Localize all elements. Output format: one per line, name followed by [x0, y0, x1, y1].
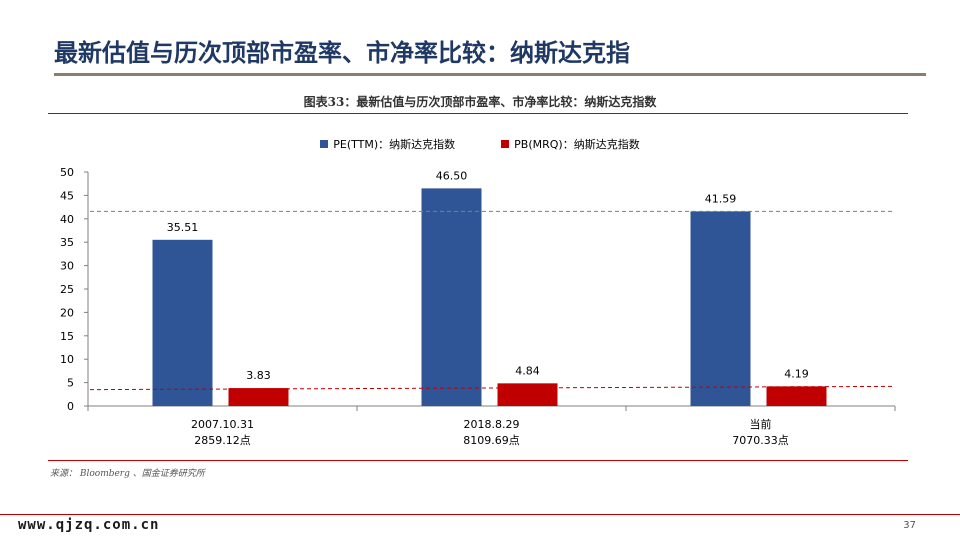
pb-bar	[228, 388, 289, 406]
y-tick-label: 25	[60, 283, 74, 296]
y-tick-label: 50	[60, 166, 74, 179]
pb-bar	[766, 386, 827, 406]
legend-item-pb: PB(MRQ)：纳斯达克指数	[501, 136, 640, 152]
pb-bar	[497, 383, 558, 406]
legend-item-pe: PE(TTM)：纳斯达克指数	[320, 136, 455, 152]
y-tick-label: 5	[67, 377, 74, 390]
x-tick-label: 8109.69点	[463, 434, 520, 447]
legend-swatch-pe	[320, 140, 329, 148]
source-divider	[48, 460, 908, 461]
data-label: 46.50	[436, 169, 468, 182]
x-tick-label: 7070.33点	[732, 434, 789, 447]
data-label: 4.19	[784, 367, 809, 380]
legend-label-pb: PB(MRQ)：纳斯达克指数	[514, 138, 640, 151]
page-number: 37	[903, 520, 916, 531]
legend-label-pe: PE(TTM)：纳斯达克指数	[333, 138, 456, 151]
x-tick-label: 2018.8.29	[464, 418, 520, 431]
pe-bar	[690, 211, 751, 406]
caption-divider	[48, 113, 908, 114]
source-note: 来源： Bloomberg 、国金证券研究所	[50, 469, 205, 479]
x-tick-label: 2007.10.31	[191, 418, 254, 431]
data-label: 3.83	[246, 369, 271, 382]
y-tick-label: 20	[60, 306, 74, 319]
y-tick-label: 30	[60, 260, 74, 273]
pe-bar	[152, 239, 213, 406]
y-tick-label: 35	[60, 236, 74, 249]
y-tick-label: 10	[60, 353, 74, 366]
legend-swatch-pb	[501, 140, 510, 148]
chart-caption: 图表33：最新估值与历次顶部市盈率、市净率比较：纳斯达克指数	[303, 95, 657, 109]
page-title: 最新估值与历次顶部市盈率、市净率比较：纳斯达克指	[54, 39, 630, 67]
data-label: 4.84	[515, 364, 540, 377]
footer-divider	[0, 514, 960, 515]
y-tick-label: 15	[60, 330, 74, 343]
x-tick-label: 当前	[750, 417, 772, 431]
chart-legend: PE(TTM)：纳斯达克指数 PB(MRQ)：纳斯达克指数	[0, 136, 960, 152]
data-label: 35.51	[167, 221, 199, 234]
y-tick-label: 40	[60, 213, 74, 226]
title-divider	[54, 73, 926, 76]
x-tick-label: 2859.12点	[194, 434, 251, 447]
pb-reference-line	[89, 385, 896, 391]
y-tick-label: 0	[67, 400, 74, 413]
pe-bar	[421, 188, 482, 406]
data-label: 41.59	[705, 192, 737, 205]
y-tick-label: 45	[60, 189, 74, 202]
watermark-text: www.qjzq.com.cn	[18, 517, 160, 533]
